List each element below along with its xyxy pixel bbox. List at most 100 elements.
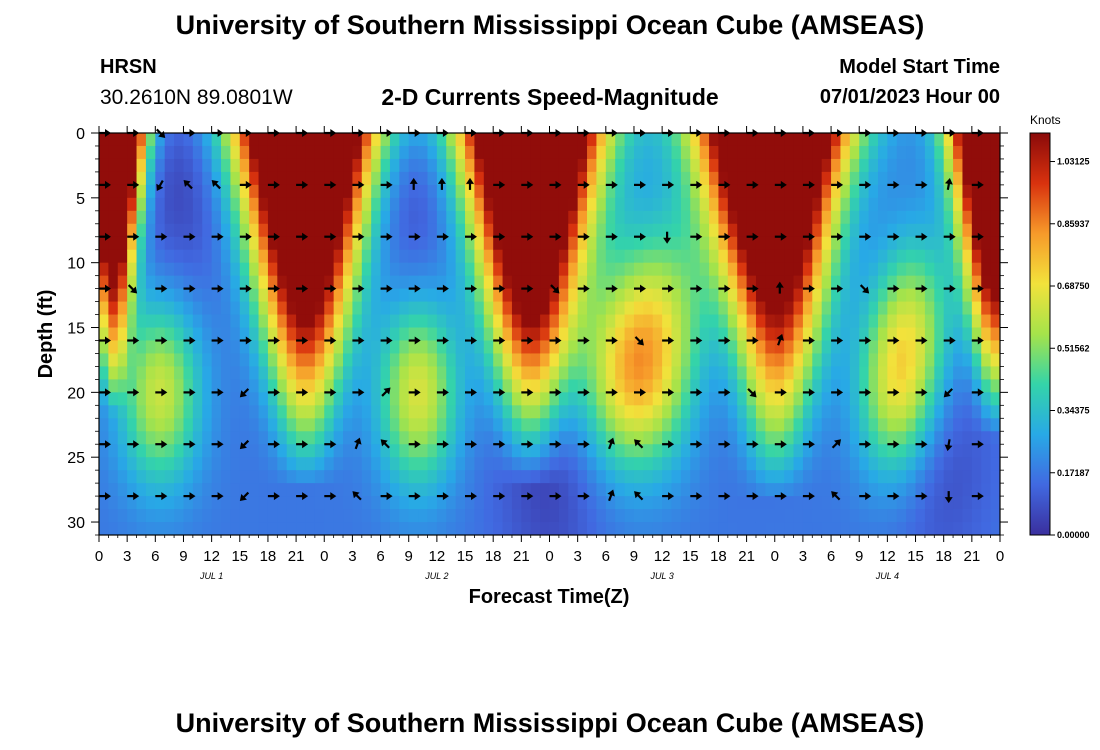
heat-cell <box>765 249 776 264</box>
heat-cell <box>624 171 635 186</box>
heat-cell <box>662 314 673 329</box>
heat-cell <box>305 353 316 368</box>
heat-cell <box>652 236 663 251</box>
heat-cell <box>455 184 466 199</box>
current-arrow <box>662 180 675 189</box>
colorbar <box>1029 132 1051 536</box>
heat-cell <box>230 262 241 277</box>
heat-cell <box>296 457 307 471</box>
heat-cell <box>352 379 363 393</box>
heat-cell <box>108 353 119 368</box>
heat-cell <box>446 158 457 173</box>
heat-cell <box>549 418 560 432</box>
heat-cell <box>324 133 335 147</box>
heat-cell <box>568 379 579 393</box>
heat-cell <box>671 444 682 458</box>
current-arrow <box>296 440 309 449</box>
heat-cell <box>906 171 917 186</box>
heat-cell <box>221 236 231 251</box>
heat-cell <box>849 184 860 199</box>
heat-cell <box>577 236 588 251</box>
current-arrow <box>465 440 477 449</box>
heat-cell <box>953 327 964 342</box>
heat-cell <box>802 405 813 419</box>
heat-cell <box>446 275 457 290</box>
heat-cell <box>934 210 945 225</box>
heat-cell <box>615 133 626 147</box>
heat-cell <box>305 184 316 199</box>
heat-cell <box>380 249 391 264</box>
heat-cell <box>793 496 804 510</box>
heat-cell <box>615 444 626 458</box>
heat-cell <box>511 340 522 355</box>
heat-cell <box>465 379 476 393</box>
current-arrow <box>127 388 140 397</box>
heat-cell <box>192 210 203 225</box>
heat-cell <box>455 431 466 445</box>
heat-cell <box>624 184 635 199</box>
heat-cell <box>380 379 391 393</box>
heat-cell <box>727 379 738 393</box>
heat-cell <box>774 353 785 368</box>
current-arrow <box>607 437 615 450</box>
heat-cell <box>305 509 316 523</box>
heat-cell <box>230 184 241 199</box>
heat-cell <box>868 392 879 406</box>
heat-cell <box>568 145 579 160</box>
heat-cell <box>108 236 119 251</box>
heat-cell <box>352 171 363 186</box>
heat-cell <box>633 366 644 380</box>
heat-cell <box>305 470 316 484</box>
heat-cell <box>436 301 447 316</box>
heat-cell <box>258 470 269 484</box>
heat-cell <box>784 379 795 393</box>
heat-cell <box>333 418 344 432</box>
heat-cell <box>446 405 457 419</box>
heat-cell <box>558 405 569 419</box>
heat-cell <box>540 483 551 497</box>
heat-cell <box>812 197 823 212</box>
heat-cell <box>221 210 231 225</box>
heat-cell <box>568 210 579 225</box>
heat-cell <box>671 262 682 277</box>
heat-cell <box>831 457 842 471</box>
heat-cell <box>943 197 954 212</box>
heat-cell <box>408 301 419 316</box>
heat-cell <box>164 405 175 419</box>
x-tick-label: 15 <box>231 548 248 565</box>
heat-cell <box>896 249 907 264</box>
heat-cell <box>399 327 410 342</box>
heat-cell <box>230 133 241 147</box>
heat-cell <box>652 405 663 419</box>
heat-cell <box>192 392 203 406</box>
heat-cell <box>849 470 860 484</box>
heat-cell <box>221 444 231 458</box>
heat-cell <box>849 444 860 458</box>
heat-cell <box>887 431 898 445</box>
heat-cell <box>549 249 560 264</box>
current-arrow <box>802 440 815 449</box>
current-arrow <box>944 491 953 504</box>
heat-cell <box>305 197 316 212</box>
heat-cell <box>558 379 569 393</box>
heat-cell <box>239 353 250 368</box>
heat-cell <box>774 483 785 497</box>
heat-cell <box>662 262 673 277</box>
heat-cell <box>896 509 907 523</box>
heat-cell <box>108 457 119 471</box>
heat-cell <box>605 197 616 212</box>
heat-cell <box>624 392 635 406</box>
heat-cell <box>530 249 541 264</box>
heat-cell <box>296 444 307 458</box>
heat-cell <box>859 509 870 523</box>
heat-cell <box>671 522 682 535</box>
heat-cell <box>521 457 532 471</box>
heat-cell <box>831 184 842 199</box>
heat-cell <box>633 392 644 406</box>
heat-cell <box>981 158 992 173</box>
heat-cell <box>258 158 269 173</box>
heat-cell <box>343 236 354 251</box>
heat-cell <box>943 470 954 484</box>
heat-cell <box>971 379 982 393</box>
heat-cell <box>605 288 616 303</box>
